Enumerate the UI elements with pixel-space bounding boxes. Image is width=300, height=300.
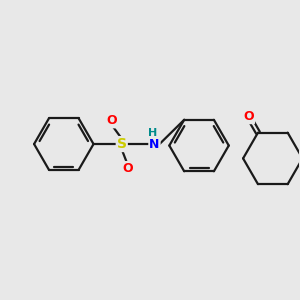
Text: O: O [106,114,117,128]
Text: N: N [149,138,160,151]
Text: H: H [148,128,158,138]
Text: S: S [117,137,127,151]
Text: O: O [243,110,254,123]
Text: O: O [122,162,133,175]
